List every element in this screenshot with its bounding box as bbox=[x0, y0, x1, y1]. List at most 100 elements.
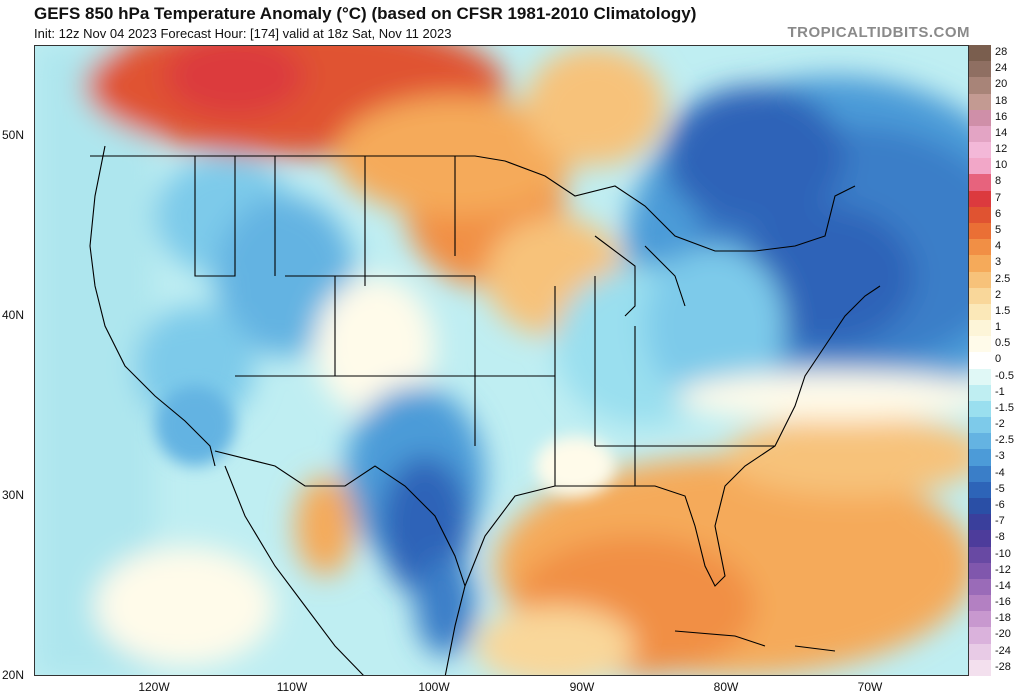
colorbar-swatch bbox=[969, 449, 991, 466]
colorbar-swatch bbox=[969, 255, 991, 272]
colorbar-swatch bbox=[969, 45, 991, 62]
colorbar-swatch bbox=[969, 659, 991, 676]
colorbar-swatch bbox=[969, 514, 991, 531]
colorbar-entry: -4 bbox=[969, 465, 1024, 482]
colorbar-swatch bbox=[969, 271, 991, 288]
anomaly-map bbox=[34, 45, 969, 676]
colorbar-entry: 7 bbox=[969, 190, 1024, 207]
colorbar-label: 28 bbox=[995, 46, 1008, 58]
colorbar-swatch bbox=[969, 562, 991, 579]
colorbar-label: 2.5 bbox=[995, 272, 1011, 285]
colorbar-swatch bbox=[969, 481, 991, 499]
colorbar-entry: 24 bbox=[969, 61, 1024, 78]
colorbar-label: 14 bbox=[995, 126, 1008, 139]
colorbar-label: -6 bbox=[995, 499, 1005, 512]
lon-label: 120W bbox=[138, 680, 170, 694]
colorbar-legend: 28 24 20 18 16 14 12 10 8 7 6 5 4 3 2.5 2 1.5 1 0.5 0 -0.5 -1… bbox=[969, 45, 1024, 676]
colorbar-swatch bbox=[969, 417, 991, 434]
colorbar-swatch bbox=[969, 206, 991, 223]
colorbar-entry: -18 bbox=[969, 611, 1024, 628]
lon-label: 80W bbox=[713, 680, 739, 694]
colorbar-label: -10 bbox=[995, 547, 1011, 560]
colorbar-entry: 28 bbox=[969, 45, 1024, 62]
colorbar-label: -12 bbox=[995, 563, 1011, 576]
colorbar-entry: -16 bbox=[969, 595, 1024, 612]
colorbar-label: 0 bbox=[995, 353, 1002, 366]
lon-label: 70W bbox=[857, 680, 883, 694]
colorbar-entry: -24 bbox=[969, 643, 1024, 660]
colorbar-entry: -0.5 bbox=[969, 368, 1024, 385]
lon-label: 100W bbox=[418, 680, 450, 694]
colorbar-entry: -12 bbox=[969, 562, 1024, 579]
colorbar-swatch bbox=[969, 530, 991, 547]
colorbar-label: -4 bbox=[995, 466, 1005, 479]
colorbar-swatch bbox=[969, 611, 991, 628]
colorbar-entry: 5 bbox=[969, 222, 1024, 240]
lat-label: 20N bbox=[2, 668, 25, 682]
colorbar-label: -18 bbox=[995, 612, 1011, 625]
colorbar-swatch bbox=[969, 109, 991, 126]
colorbar-swatch bbox=[969, 320, 991, 337]
colorbar-entry: -2 bbox=[969, 417, 1024, 434]
colorbar-label: 2 bbox=[995, 288, 1002, 301]
colorbar-label: -28 bbox=[995, 660, 1011, 673]
colorbar-label: 7 bbox=[995, 191, 1002, 204]
colorbar-label: -8 bbox=[995, 531, 1005, 544]
colorbar-entry: 0.5 bbox=[969, 336, 1024, 353]
colorbar-entry: 6 bbox=[969, 206, 1024, 223]
colorbar-label: 3 bbox=[995, 256, 1002, 269]
colorbar-label: -20 bbox=[995, 628, 1011, 641]
colorbar-entry: -2.5 bbox=[969, 433, 1024, 450]
colorbar-label: 20 bbox=[995, 78, 1008, 91]
colorbar-label: -16 bbox=[995, 596, 1011, 609]
colorbar-label: -2 bbox=[995, 418, 1005, 431]
colorbar-entry: -14 bbox=[969, 578, 1024, 596]
colorbar-swatch bbox=[969, 578, 991, 596]
colorbar-entry: -7 bbox=[969, 514, 1024, 531]
colorbar-label: 8 bbox=[995, 175, 1002, 188]
lon-label: 90W bbox=[569, 680, 595, 694]
colorbar-entry: 8 bbox=[969, 174, 1024, 191]
colorbar-swatch bbox=[969, 433, 991, 450]
colorbar-entry: 2.5 bbox=[969, 271, 1024, 288]
colorbar-swatch bbox=[969, 93, 991, 110]
colorbar-label: 5 bbox=[995, 223, 1002, 236]
colorbar-entry: -6 bbox=[969, 498, 1024, 515]
colorbar-label: -1.5 bbox=[995, 401, 1014, 414]
colorbar-swatch bbox=[969, 595, 991, 612]
colorbar-entry: -28 bbox=[969, 659, 1024, 676]
colorbar-swatch bbox=[969, 125, 991, 143]
colorbar-entry: 14 bbox=[969, 125, 1024, 143]
colorbar-swatch bbox=[969, 174, 991, 191]
colorbar-swatch bbox=[969, 643, 991, 660]
colorbar-entry: 10 bbox=[969, 158, 1024, 175]
colorbar-swatch bbox=[969, 158, 991, 175]
brand-watermark[interactable]: TROPICALTIDBITS.COM bbox=[787, 24, 970, 41]
colorbar-swatch bbox=[969, 498, 991, 515]
colorbar-swatch bbox=[969, 77, 991, 94]
colorbar-label: -14 bbox=[995, 579, 1011, 592]
colorbar-entry: 18 bbox=[969, 93, 1024, 110]
colorbar-entry: 12 bbox=[969, 142, 1024, 159]
colorbar-entry: 20 bbox=[969, 77, 1024, 94]
lat-label: 40N bbox=[2, 308, 25, 322]
colorbar-entry: 1.5 bbox=[969, 303, 1024, 321]
colorbar-entry: 2 bbox=[969, 287, 1024, 304]
colorbar-label: 1 bbox=[995, 321, 1002, 334]
colorbar-label: 4 bbox=[995, 240, 1002, 253]
colorbar-entry: -3 bbox=[969, 449, 1024, 466]
colorbar-label: 1.5 bbox=[995, 304, 1011, 317]
colorbar-label: 24 bbox=[995, 62, 1008, 75]
lat-label: 50N bbox=[2, 128, 25, 142]
colorbar-swatch bbox=[969, 384, 991, 401]
colorbar-swatch bbox=[969, 61, 991, 78]
colorbar-label: -1 bbox=[995, 385, 1005, 398]
map-subtitle: Init: 12z Nov 04 2023 Forecast Hour: [17… bbox=[34, 26, 452, 41]
colorbar-label: -24 bbox=[995, 644, 1011, 657]
colorbar-entry: -1.5 bbox=[969, 400, 1024, 418]
map-title: GEFS 850 hPa Temperature Anomaly (°C) (b… bbox=[34, 4, 697, 23]
colorbar-swatch bbox=[969, 190, 991, 207]
colorbar-swatch bbox=[969, 465, 991, 482]
colorbar-entry: -5 bbox=[969, 481, 1024, 499]
colorbar-label: -7 bbox=[995, 515, 1005, 528]
